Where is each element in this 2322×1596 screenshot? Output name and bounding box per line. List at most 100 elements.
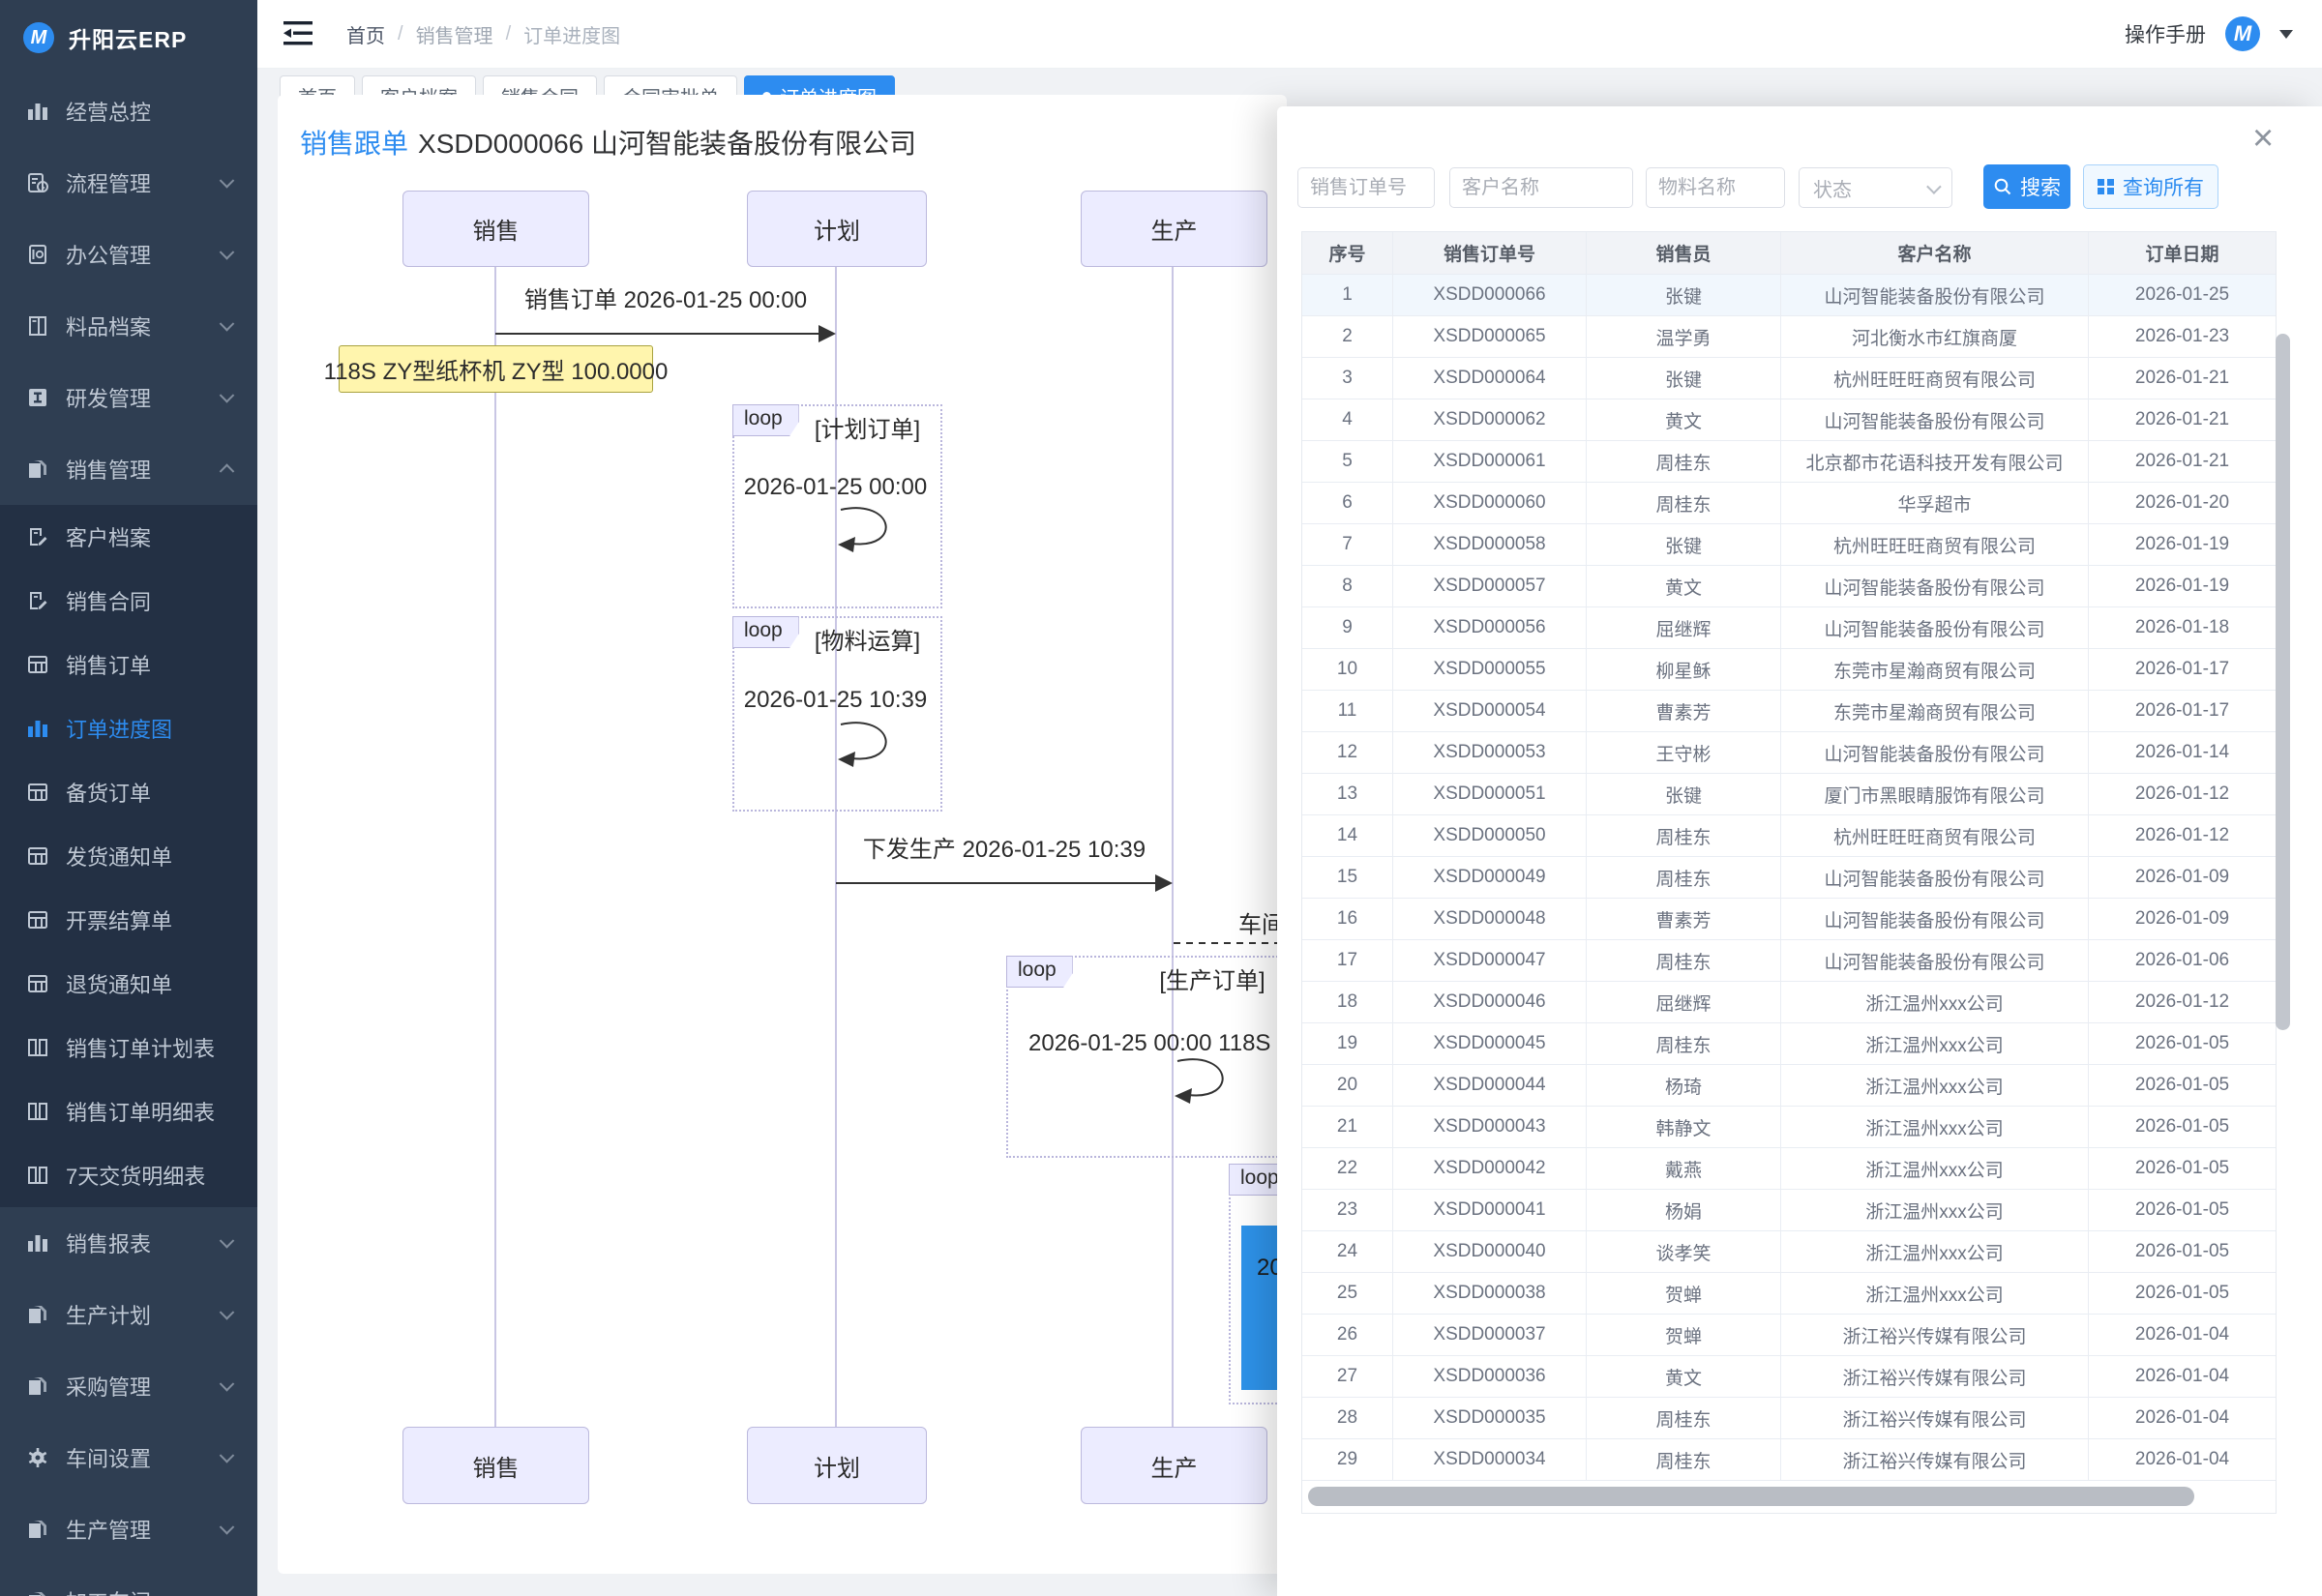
- sidebar-item[interactable]: 料品档案: [0, 290, 257, 362]
- sidebar-item[interactable]: 发货通知单: [0, 824, 257, 888]
- col-header-order-date: 订单日期: [2089, 232, 2276, 275]
- cell-order-no: XSDD000048: [1393, 899, 1587, 940]
- sidebar-item[interactable]: 退货通知单: [0, 952, 257, 1016]
- sidebar-item[interactable]: 车间设置: [0, 1422, 257, 1493]
- table-row[interactable]: 25 XSDD000038 贺蝉 浙江温州xxx公司 2026-01-05: [1302, 1273, 2276, 1315]
- table-row[interactable]: 3 XSDD000064 张键 杭州旺旺旺商贸有限公司 2026-01-21: [1302, 358, 2276, 399]
- table-row[interactable]: 16 XSDD000048 曹素芳 山河智能装备股份有限公司 2026-01-0…: [1302, 899, 2276, 940]
- table-row[interactable]: 11 XSDD000054 曹素芳 东莞市星瀚商贸有限公司 2026-01-17: [1302, 691, 2276, 732]
- sidebar-item[interactable]: 订单进度图: [0, 696, 257, 760]
- table-row[interactable]: 14 XSDD000050 周桂东 杭州旺旺旺商贸有限公司 2026-01-12: [1302, 815, 2276, 857]
- table-row[interactable]: 18 XSDD000046 屈继辉 浙江温州xxx公司 2026-01-12: [1302, 982, 2276, 1023]
- cell-order-no: XSDD000061: [1393, 441, 1587, 483]
- table-row[interactable]: 26 XSDD000037 贺蝉 浙江裕兴传媒有限公司 2026-01-04: [1302, 1315, 2276, 1356]
- cell-salesperson: 张键: [1587, 524, 1781, 566]
- user-menu-caret-icon[interactable]: [2279, 29, 2293, 39]
- sidebar-item-icon: [26, 1303, 49, 1326]
- sidebar-item[interactable]: 销售管理: [0, 433, 257, 505]
- table-row[interactable]: 17 XSDD000047 周桂东 山河智能装备股份有限公司 2026-01-0…: [1302, 940, 2276, 982]
- breadcrumb: 首页 / 销售管理 / 订单进度图: [346, 0, 620, 68]
- sidebar-item[interactable]: 开票结算单: [0, 888, 257, 952]
- cell-index: 17: [1302, 940, 1393, 982]
- sidebar-item-icon: [26, 1518, 49, 1541]
- sidebar-item-label: 销售报表: [66, 1232, 152, 1256]
- material-name-input[interactable]: [1646, 167, 1785, 208]
- sidebar-item-label: 研发管理: [66, 387, 152, 411]
- sidebar-item[interactable]: 7天交货明细表: [0, 1143, 257, 1207]
- table-row[interactable]: 28 XSDD000035 周桂东 浙江裕兴传媒有限公司 2026-01-04: [1302, 1398, 2276, 1439]
- table-row[interactable]: 2 XSDD000065 温学勇 河北衡水市红旗商厦 2026-01-23: [1302, 316, 2276, 358]
- order-list-panel: × 状态 搜索 查询所有 序号 销售订单号 销售员: [1277, 106, 2322, 1596]
- cell-order-no: XSDD000066: [1393, 275, 1587, 316]
- table-row[interactable]: 20 XSDD000044 杨琦 浙江温州xxx公司 2026-01-05: [1302, 1065, 2276, 1107]
- sidebar-item[interactable]: 采购管理: [0, 1350, 257, 1422]
- manual-link[interactable]: 操作手册: [2125, 24, 2206, 46]
- cell-index: 12: [1302, 732, 1393, 774]
- table-row[interactable]: 15 XSDD000049 周桂东 山河智能装备股份有限公司 2026-01-0…: [1302, 857, 2276, 899]
- sidebar-item-icon: [26, 100, 49, 123]
- table-row[interactable]: 9 XSDD000056 屈继辉 山河智能装备股份有限公司 2026-01-18: [1302, 607, 2276, 649]
- orders-table-header: 序号 销售订单号 销售员 客户名称 订单日期: [1302, 232, 2276, 275]
- table-row[interactable]: 24 XSDD000040 谈孝笑 浙江温州xxx公司 2026-01-05: [1302, 1231, 2276, 1273]
- sidebar-item[interactable]: 经营总控: [0, 75, 257, 147]
- cell-customer: 杭州旺旺旺商贸有限公司: [1781, 358, 2089, 399]
- sidebar: M 升阳云ERP 经营总控 流程管理 办公管理 料品档案 研发: [0, 0, 257, 1596]
- sidebar-item[interactable]: 流程管理: [0, 147, 257, 219]
- table-row[interactable]: 23 XSDD000041 杨娟 浙江温州xxx公司 2026-01-05: [1302, 1190, 2276, 1231]
- sidebar-item[interactable]: 销售订单明细表: [0, 1079, 257, 1143]
- sidebar-item[interactable]: 销售订单计划表: [0, 1016, 257, 1079]
- table-row[interactable]: 8 XSDD000057 黄文 山河智能装备股份有限公司 2026-01-19: [1302, 566, 2276, 607]
- sidebar-item[interactable]: 研发管理: [0, 362, 257, 433]
- sidebar-item[interactable]: 备货订单: [0, 760, 257, 824]
- close-icon[interactable]: ×: [2252, 118, 2275, 159]
- menu-fold-icon[interactable]: [283, 20, 313, 46]
- sidebar-item-icon: [26, 1100, 49, 1123]
- cell-salesperson: 周桂东: [1587, 857, 1781, 899]
- table-row[interactable]: 6 XSDD000060 周桂东 华孚超市 2026-01-20: [1302, 483, 2276, 524]
- sidebar-item[interactable]: 加工车间: [0, 1565, 257, 1596]
- sidebar-item[interactable]: 生产计划: [0, 1279, 257, 1350]
- horizontal-scrollbar-thumb[interactable]: [1308, 1487, 2194, 1506]
- cell-order-no: XSDD000037: [1393, 1315, 1587, 1356]
- table-row[interactable]: 5 XSDD000061 周桂东 北京都市花语科技开发有限公司 2026-01-…: [1302, 441, 2276, 483]
- table-row[interactable]: 13 XSDD000051 张键 厦门市黑眼睛服饰有限公司 2026-01-12: [1302, 774, 2276, 815]
- vertical-scrollbar-thumb[interactable]: [2276, 334, 2290, 1030]
- customer-name-input[interactable]: [1449, 167, 1633, 208]
- sidebar-item[interactable]: 生产管理: [0, 1493, 257, 1565]
- table-row[interactable]: 29 XSDD000034 周桂东 浙江裕兴传媒有限公司 2026-01-04: [1302, 1439, 2276, 1481]
- status-select[interactable]: 状态: [1799, 167, 1952, 208]
- search-button[interactable]: 搜索: [1983, 164, 2070, 209]
- sidebar-item[interactable]: 销售报表: [0, 1207, 257, 1279]
- order-no-input[interactable]: [1297, 167, 1435, 208]
- cell-order-date: 2026-01-25: [2089, 275, 2276, 316]
- cell-order-no: XSDD000042: [1393, 1148, 1587, 1190]
- cell-order-no: XSDD000064: [1393, 358, 1587, 399]
- cell-salesperson: 周桂东: [1587, 1023, 1781, 1065]
- query-all-button-label: 查询所有: [2123, 177, 2204, 199]
- sidebar-item[interactable]: 销售合同: [0, 569, 257, 633]
- table-row[interactable]: 4 XSDD000062 黄文 山河智能装备股份有限公司 2026-01-21: [1302, 399, 2276, 441]
- breadcrumb-section[interactable]: 销售管理: [415, 25, 493, 47]
- cell-customer: 浙江裕兴传媒有限公司: [1781, 1398, 2089, 1439]
- cell-order-date: 2026-01-17: [2089, 649, 2276, 691]
- table-row[interactable]: 7 XSDD000058 张键 杭州旺旺旺商贸有限公司 2026-01-19: [1302, 524, 2276, 566]
- table-row[interactable]: 10 XSDD000055 柳星稣 东莞市星瀚商贸有限公司 2026-01-17: [1302, 649, 2276, 691]
- sidebar-item[interactable]: 客户档案: [0, 505, 257, 569]
- table-row[interactable]: 22 XSDD000042 戴燕 浙江温州xxx公司 2026-01-05: [1302, 1148, 2276, 1190]
- sidebar-item-label: 办公管理: [66, 244, 152, 268]
- cell-order-date: 2026-01-05: [2089, 1023, 2276, 1065]
- breadcrumb-home[interactable]: 首页: [346, 25, 385, 47]
- cell-order-date: 2026-01-05: [2089, 1107, 2276, 1148]
- table-row[interactable]: 27 XSDD000036 黄文 浙江裕兴传媒有限公司 2026-01-04: [1302, 1356, 2276, 1398]
- cell-order-no: XSDD000044: [1393, 1065, 1587, 1107]
- table-row[interactable]: 21 XSDD000043 韩静文 浙江温州xxx公司 2026-01-05: [1302, 1107, 2276, 1148]
- cell-order-no: XSDD000058: [1393, 524, 1587, 566]
- sidebar-item-label: 流程管理: [66, 172, 152, 196]
- user-avatar[interactable]: M: [2225, 16, 2260, 51]
- sidebar-item[interactable]: 销售订单: [0, 633, 257, 696]
- table-row[interactable]: 1 XSDD000066 张键 山河智能装备股份有限公司 2026-01-25: [1302, 275, 2276, 316]
- sidebar-item[interactable]: 办公管理: [0, 219, 257, 290]
- table-row[interactable]: 19 XSDD000045 周桂东 浙江温州xxx公司 2026-01-05: [1302, 1023, 2276, 1065]
- table-row[interactable]: 12 XSDD000053 王守彬 山河智能装备股份有限公司 2026-01-1…: [1302, 732, 2276, 774]
- query-all-button[interactable]: 查询所有: [2083, 164, 2218, 209]
